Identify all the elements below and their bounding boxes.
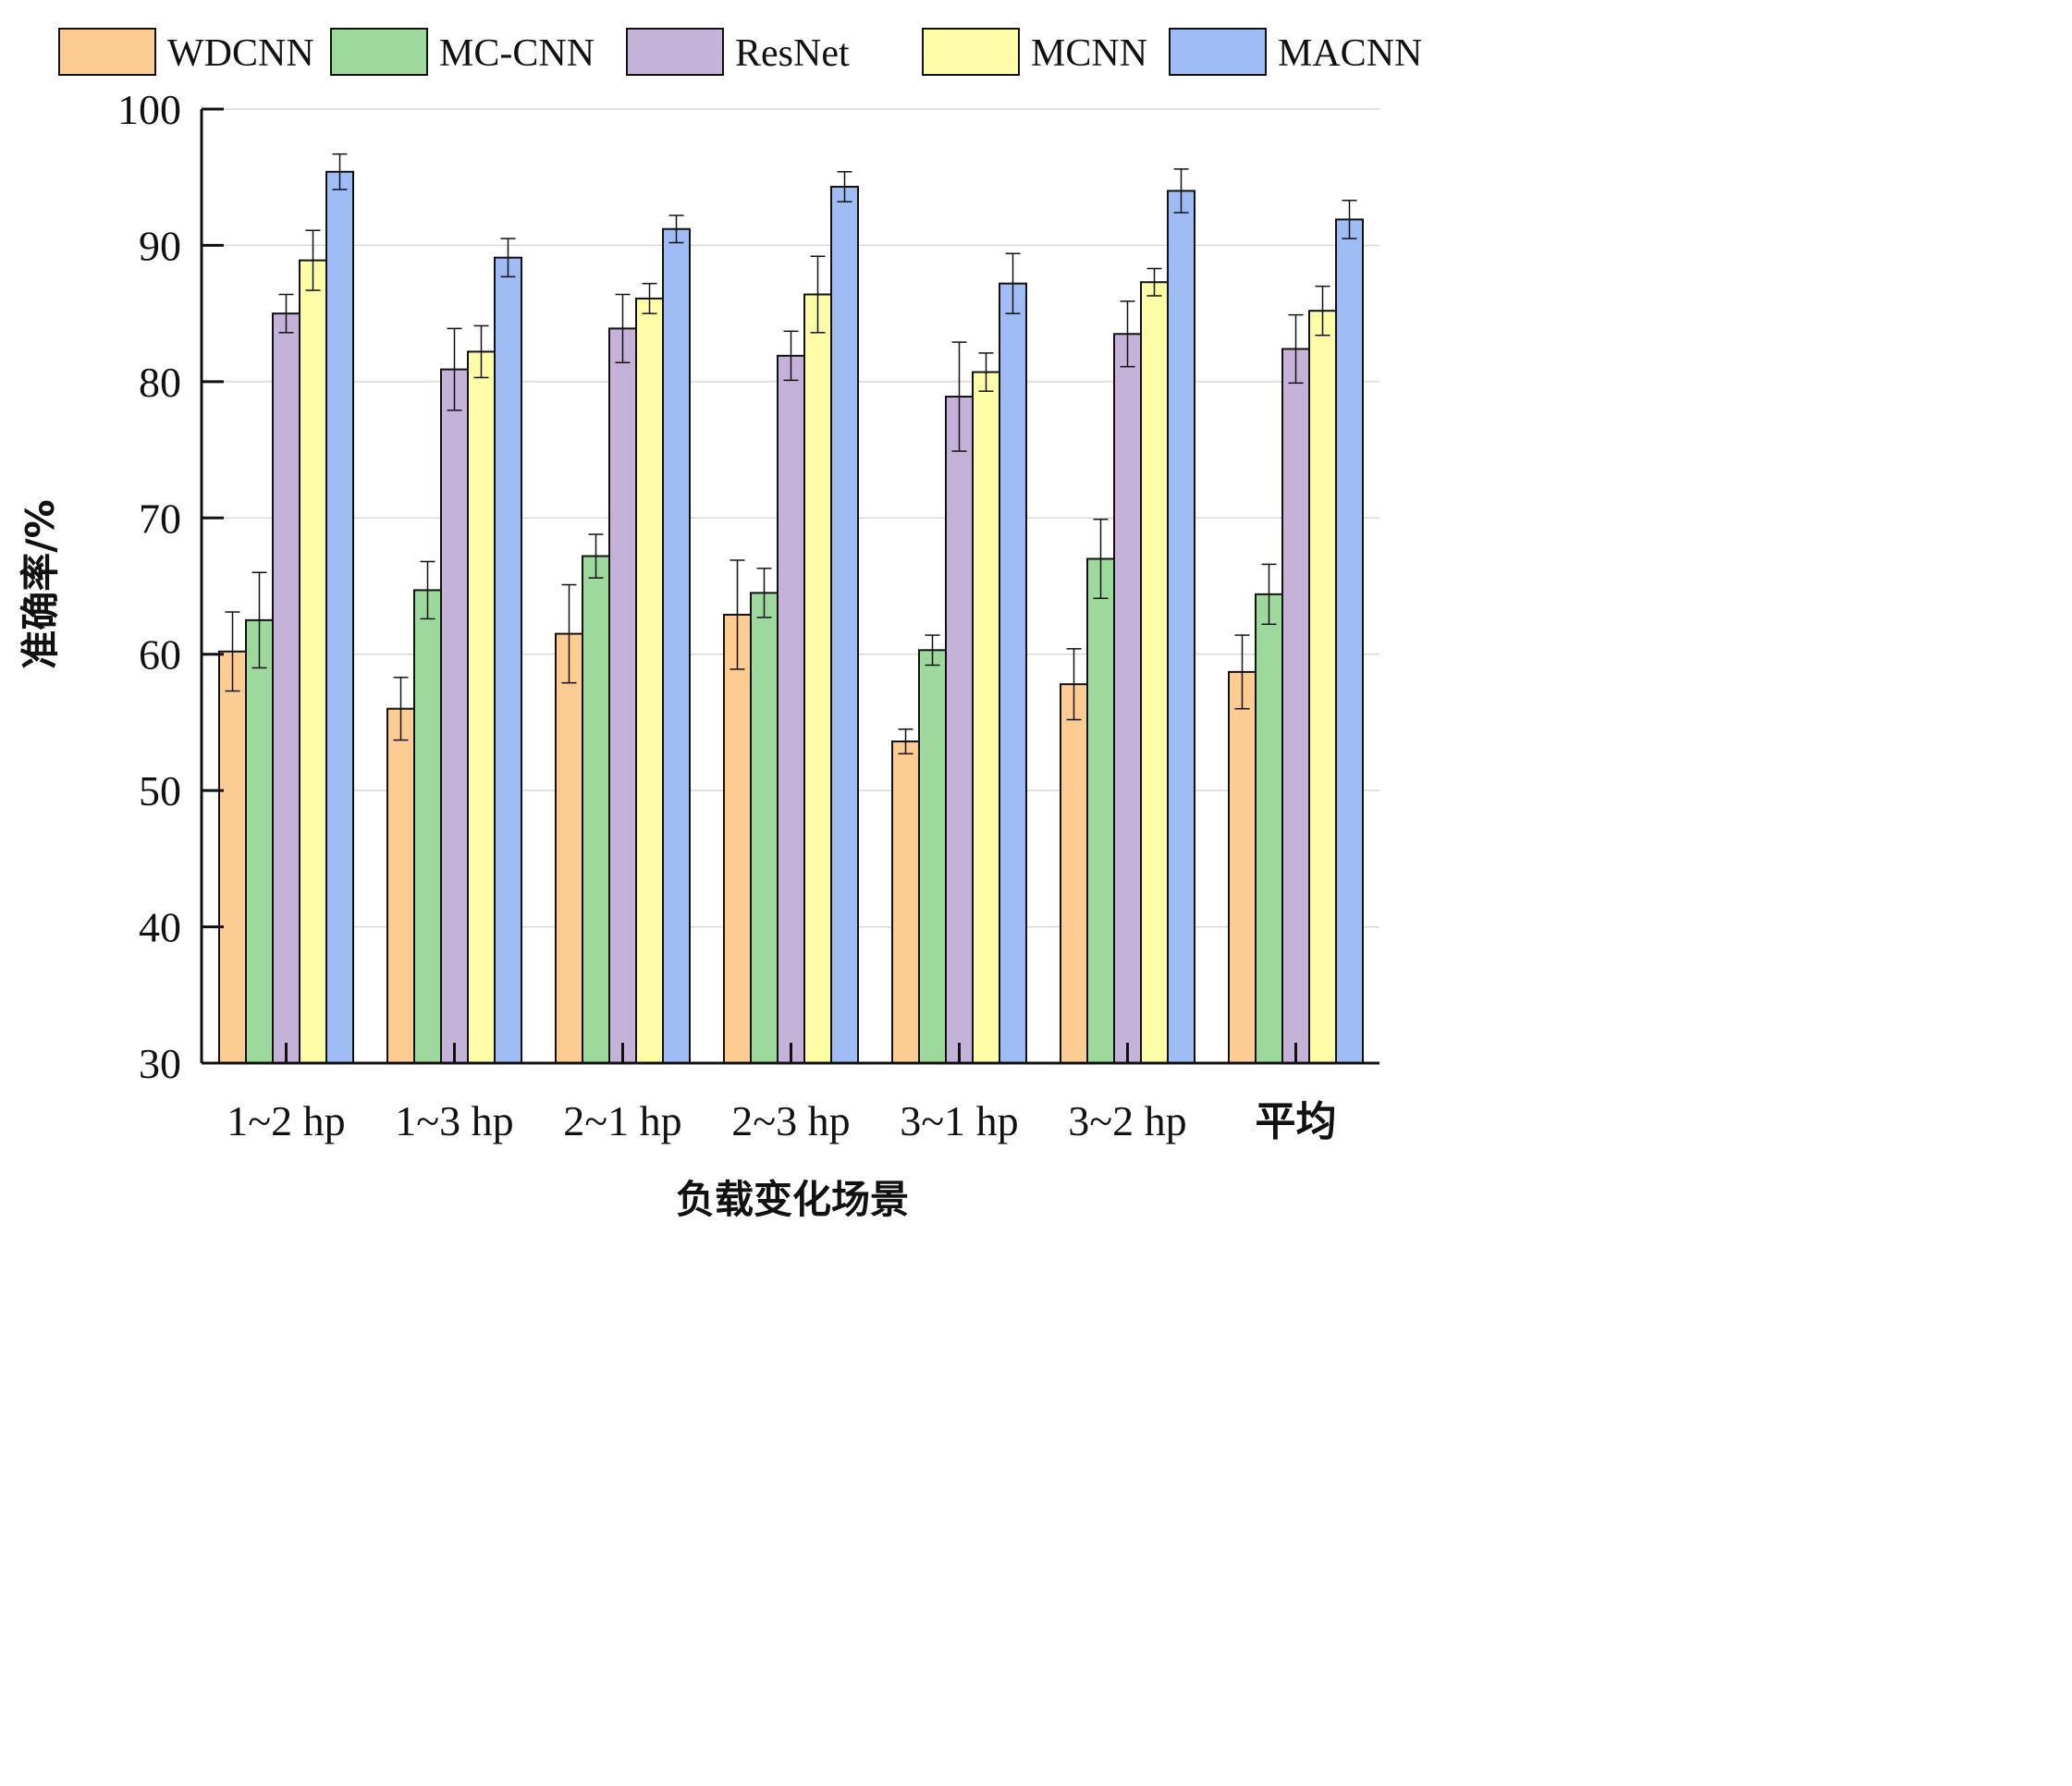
bar	[413, 589, 442, 1064]
bar	[386, 707, 415, 1065]
bar	[1140, 281, 1169, 1064]
bar	[662, 227, 691, 1065]
y-tick-label: 30	[139, 1040, 181, 1087]
bar	[1255, 593, 1283, 1064]
legend: WDCNN MC-CNN ResNet MCNN MACNN	[58, 28, 1422, 76]
y-tick-label: 40	[139, 904, 181, 951]
bar	[272, 312, 300, 1064]
bar	[723, 613, 752, 1065]
bar	[1060, 683, 1088, 1064]
x-tick-label: 2~3 hp	[731, 1097, 850, 1144]
x-tick-label: 2~1 hp	[563, 1097, 681, 1144]
bar	[918, 649, 947, 1064]
bar	[299, 259, 327, 1065]
bar	[1113, 333, 1142, 1064]
bar	[218, 650, 247, 1064]
bar	[325, 170, 354, 1064]
bar	[1281, 348, 1310, 1064]
legend-swatch	[58, 28, 156, 76]
bar	[1228, 670, 1257, 1064]
bar	[803, 293, 832, 1064]
axes: 30 40 50 60 70 80 90 100 1~2 hp 1~3 hp 2~1 hp 2~3 h…	[117, 86, 1379, 1145]
x-tick-label: 1~3 hp	[395, 1097, 513, 1144]
legend-swatch	[1169, 28, 1267, 76]
x-axis-title: 负载变化场景	[676, 1177, 909, 1222]
bar-chart-svg: 30 40 50 60 70 80 90 100 1~2 hp 1~3 hp 2~1 hp 2~3 h…	[18, 28, 1422, 1222]
bar	[830, 186, 859, 1064]
legend-label: ResNet	[735, 32, 850, 75]
bar	[1167, 190, 1195, 1064]
legend-label: MCNN	[1031, 32, 1147, 75]
y-axis-title: 准确率/%	[18, 499, 63, 668]
legend-label: MACNN	[1278, 32, 1422, 75]
bar	[245, 618, 274, 1064]
bar	[608, 327, 637, 1064]
y-tick-label: 90	[139, 222, 181, 269]
legend-swatch	[922, 28, 1020, 76]
chart: 30 40 50 60 70 80 90 100 1~2 hp 1~3 hp 2~1 hp 2~3 h…	[0, 0, 1450, 1254]
y-tick-label: 70	[139, 495, 181, 542]
legend-swatch	[330, 28, 428, 76]
bar	[1335, 218, 1364, 1065]
y-tick-label: 100	[117, 86, 181, 133]
x-tick-label: 1~2 hp	[227, 1097, 345, 1144]
legend-label: MC-CNN	[439, 32, 595, 75]
y-tick-label: 60	[139, 631, 181, 679]
bar	[945, 396, 974, 1064]
x-tick-label: 3~1 hp	[900, 1097, 1018, 1144]
bar	[750, 592, 779, 1064]
x-tick-label: 3~2 hp	[1068, 1097, 1186, 1144]
y-tick-label: 50	[139, 767, 181, 814]
bar	[891, 740, 920, 1064]
x-tick-label: 平均	[1256, 1098, 1337, 1145]
legend-label: WDCNN	[167, 32, 314, 75]
bar	[494, 256, 522, 1064]
bar	[467, 350, 496, 1064]
bar	[777, 354, 805, 1064]
legend-swatch	[626, 28, 724, 76]
bar	[999, 282, 1027, 1064]
bar	[440, 368, 469, 1064]
bars	[218, 153, 1364, 1065]
bar	[1308, 310, 1337, 1064]
bar	[582, 555, 610, 1064]
bar	[555, 632, 583, 1064]
y-tick-label: 80	[139, 359, 181, 406]
bar	[1086, 557, 1115, 1064]
bar	[972, 371, 1000, 1064]
bar	[635, 297, 664, 1064]
